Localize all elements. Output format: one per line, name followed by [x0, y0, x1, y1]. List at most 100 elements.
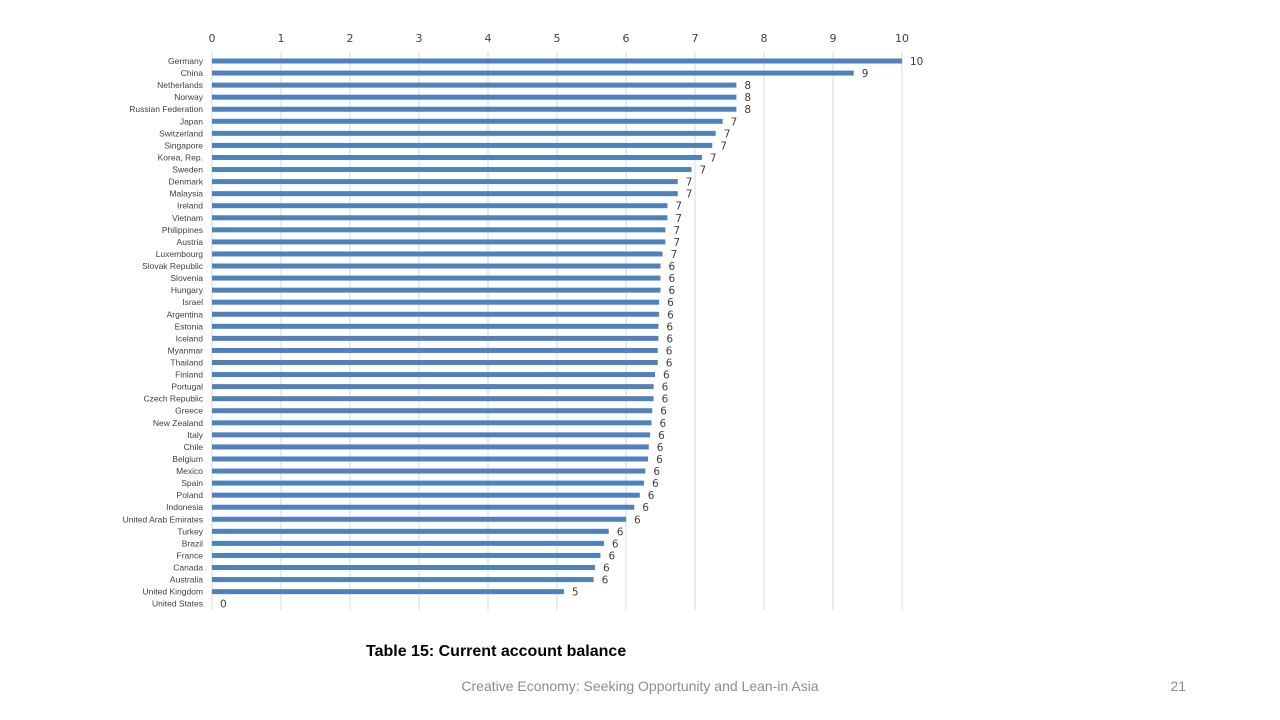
- category-label: Israel: [182, 297, 203, 307]
- page-number: 21: [1170, 678, 1186, 694]
- category-label: Luxembourg: [156, 249, 204, 259]
- category-label: Italy: [187, 430, 203, 440]
- category-label: Estonia: [175, 321, 204, 331]
- category-label: Sweden: [172, 165, 203, 175]
- bar: [212, 251, 663, 257]
- data-label: 7: [724, 128, 731, 140]
- x-tick-label: 1: [278, 32, 285, 45]
- bar: [212, 540, 604, 546]
- bar: [212, 106, 737, 112]
- bar: [212, 444, 649, 450]
- category-label: Denmark: [169, 177, 204, 187]
- category-label: China: [181, 68, 203, 78]
- category-labels: Germany China Netherlands Norway Russian Fed…: [123, 56, 204, 609]
- data-label: 6: [666, 333, 673, 345]
- data-label: 6: [642, 502, 649, 514]
- bar: [212, 396, 654, 402]
- bar-chart: 0 1 2 3 4 5 6 7 8 9 10 GermanyChinaNetherlandsNorw…: [123, 32, 924, 611]
- bar: [212, 191, 678, 197]
- bar: [212, 492, 640, 498]
- category-label: Turkey: [177, 526, 203, 536]
- data-label: 6: [658, 430, 665, 442]
- bar: [212, 456, 649, 462]
- bar: [212, 203, 668, 209]
- data-label: 8: [744, 80, 751, 92]
- data-label: 6: [667, 309, 674, 321]
- data-label: 0: [220, 599, 227, 611]
- category-label: Ireland: [177, 201, 203, 211]
- category-label: Philippines: [162, 225, 203, 235]
- bar: [212, 420, 652, 426]
- bar: [212, 154, 702, 160]
- data-label: 6: [669, 261, 676, 273]
- x-tick-label: 2: [347, 32, 354, 45]
- category-label: Korea, Rep.: [158, 152, 203, 162]
- category-label: Portugal: [171, 382, 203, 392]
- bar: [212, 516, 626, 522]
- data-label: 6: [666, 358, 673, 370]
- category-label: Thailand: [170, 358, 203, 368]
- data-label: 5: [572, 587, 579, 599]
- data-label: 7: [675, 201, 682, 213]
- bar: [212, 384, 654, 390]
- category-label: Japan: [180, 116, 203, 126]
- category-label: France: [177, 550, 204, 560]
- bar: [212, 360, 658, 365]
- data-label: 6: [666, 345, 673, 357]
- category-label: Finland: [175, 370, 203, 380]
- x-tick-label: 4: [485, 32, 492, 45]
- bar: [212, 287, 661, 293]
- bar: [212, 528, 609, 534]
- bar: [212, 142, 713, 148]
- category-label: Austria: [177, 237, 204, 247]
- category-label: United Arab Emirates: [123, 514, 203, 524]
- data-label: 6: [660, 406, 667, 418]
- category-label: Norway: [174, 92, 204, 102]
- bar: [212, 504, 635, 510]
- bar: [212, 552, 601, 558]
- category-label: Myanmar: [168, 345, 204, 355]
- data-label: 7: [710, 152, 717, 164]
- category-label: Switzerland: [159, 128, 203, 138]
- data-label: 7: [731, 116, 738, 128]
- category-label: Australia: [170, 575, 203, 585]
- bar: [212, 468, 646, 474]
- x-tick-label: 8: [761, 32, 768, 45]
- footer-title: Creative Economy: Seeking Opportunity an…: [461, 678, 819, 694]
- data-label: 8: [744, 104, 751, 116]
- data-label: 7: [671, 249, 678, 261]
- bar: [212, 577, 594, 583]
- data-label: 6: [669, 285, 676, 297]
- category-label: United Kingdom: [143, 587, 203, 597]
- bar: [212, 82, 737, 88]
- data-label: 7: [686, 189, 693, 201]
- data-label: 6: [617, 526, 624, 538]
- data-label: 6: [662, 382, 669, 394]
- category-label: Chile: [184, 442, 204, 452]
- bar: [212, 215, 668, 221]
- category-label: Czech Republic: [143, 394, 203, 404]
- bar: [212, 299, 660, 305]
- data-label: 7: [673, 237, 680, 249]
- x-tick-label: 10: [895, 32, 909, 45]
- chart-caption: Table 15: Current account balance: [366, 643, 627, 660]
- data-label: 6: [602, 575, 609, 587]
- data-label: 6: [603, 563, 610, 575]
- data-label: 6: [662, 394, 669, 406]
- data-label: 7: [700, 165, 707, 177]
- data-label: 7: [675, 213, 682, 225]
- data-label: 8: [744, 92, 751, 104]
- data-label: 6: [612, 538, 619, 550]
- bar: [212, 70, 854, 76]
- bar: [212, 347, 658, 353]
- category-label: Indonesia: [166, 502, 203, 512]
- category-label: Netherlands: [157, 80, 203, 90]
- bar: [212, 179, 678, 185]
- data-label: 6: [663, 370, 670, 382]
- data-label: 6: [656, 454, 663, 466]
- data-label: 6: [652, 478, 659, 490]
- category-label: Singapore: [164, 140, 203, 150]
- bar: [212, 263, 661, 269]
- data-label: 6: [666, 321, 673, 333]
- category-label: Argentina: [167, 309, 204, 319]
